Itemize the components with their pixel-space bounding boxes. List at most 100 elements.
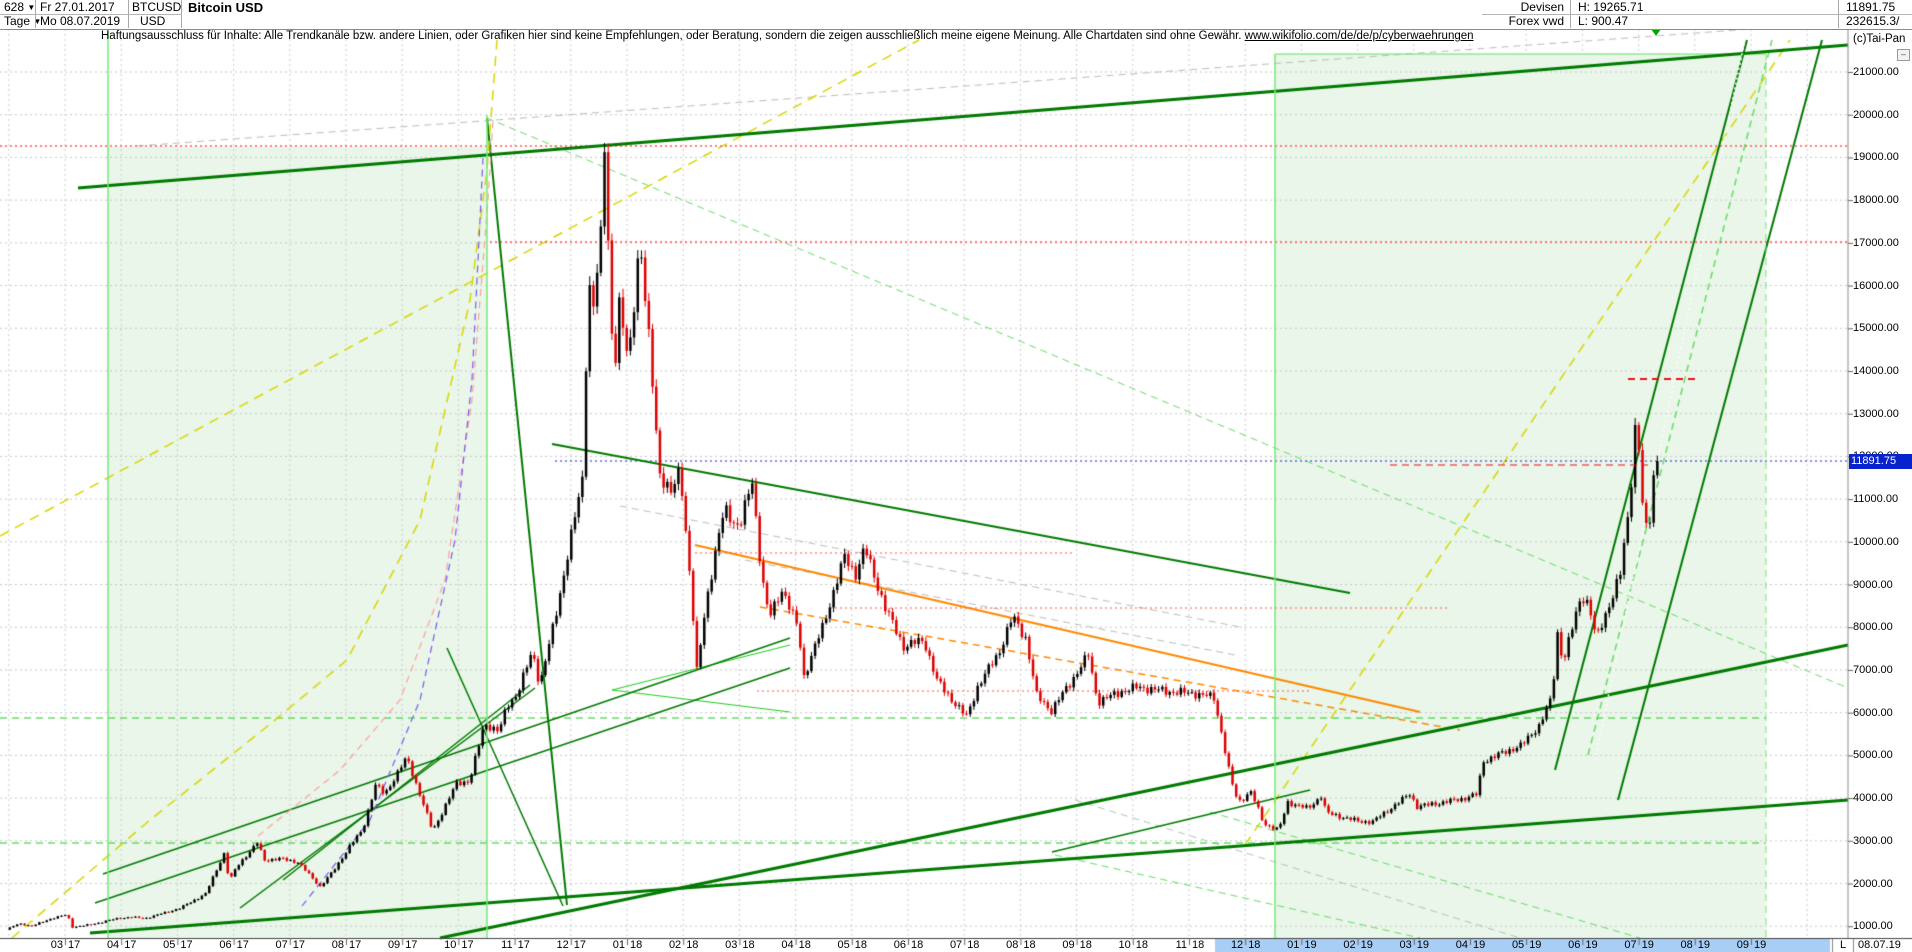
date-tick-month: 03 <box>725 939 738 951</box>
date-tick-year: 19 <box>1754 939 1767 951</box>
date-tick-year: 17 <box>180 939 193 951</box>
date-tick-year: 17 <box>573 939 587 951</box>
chevron-down-icon: ▼ <box>27 3 36 12</box>
period-dropdown[interactable]: Tage ▼ <box>4 14 41 29</box>
price-axis-label: 19000.00 <box>1853 151 1899 164</box>
date-tick-month: 12 <box>556 939 569 951</box>
date-tick-month: 03 <box>50 939 63 951</box>
instrument-title: Bitcoin USD <box>188 0 264 15</box>
price-axis-label: 7000.00 <box>1853 663 1893 676</box>
date-tick-month: 02 <box>1343 939 1356 951</box>
date-tick-month: 02 <box>668 939 682 951</box>
volume-value: 232615.3/ <box>1846 14 1900 28</box>
price-axis-label: 14000.00 <box>1853 364 1899 377</box>
date-tick-year: 19 <box>1360 939 1373 951</box>
date-tick-year: 18 <box>1079 939 1092 951</box>
date-tick-year: 18 <box>967 939 980 951</box>
date-tick-month: 11 <box>501 939 513 951</box>
last-date-label: 08.07.19 <box>1858 939 1901 951</box>
currency-label: USD <box>140 14 166 28</box>
date-tick-month: 05 <box>1511 939 1525 951</box>
date-tick-month: 06 <box>893 939 906 951</box>
last-bar-marker: L <box>1839 939 1847 951</box>
price-axis-label: 21000.00 <box>1853 66 1899 78</box>
date-tick-month: 08 <box>331 939 344 951</box>
date-tick-month: 01 <box>612 939 625 951</box>
date-tick-year: 17 <box>349 939 362 951</box>
symbol-label: BTCUSD <box>132 0 182 14</box>
period-value: Tage <box>4 14 31 28</box>
price-axis-label: 17000.00 <box>1853 236 1899 249</box>
date-tick-month: 09 <box>387 939 401 951</box>
header-divider <box>181 0 182 28</box>
last-price: 11891.75 <box>1846 0 1896 14</box>
date-tick-month: 05 <box>163 939 176 951</box>
date-tick-month: 05 <box>837 939 850 951</box>
date-tick-year: 18 <box>630 939 643 951</box>
header-row-divider <box>0 14 181 15</box>
copyright-label: (c)Tai-Pan <box>1853 33 1906 45</box>
date-tick-year: 17 <box>461 939 474 951</box>
feed-source: Forex vwd <box>1508 14 1564 28</box>
date-tick-month: 03 <box>1399 939 1412 951</box>
date-tick-month: 10 <box>1118 939 1131 951</box>
date-tick-month: 08 <box>1006 939 1019 951</box>
date-tick-year: 18 <box>1135 939 1149 951</box>
date-tick-year: 19 <box>1304 939 1317 951</box>
date-tick-month: 10 <box>444 939 457 951</box>
date-tick-year: 19 <box>1697 939 1711 951</box>
date-tick-year: 17 <box>292 939 306 951</box>
bars-count-value: 628 <box>4 0 25 14</box>
date-tick-month: 12 <box>1230 939 1244 951</box>
date-tick-year: 18 <box>742 939 755 951</box>
date-tick-month: 08 <box>1680 939 1693 951</box>
date-tick-month: 11 <box>1175 939 1187 951</box>
price-axis-label: 10000.00 <box>1853 535 1899 548</box>
date-tick-year: 18 <box>1192 939 1205 951</box>
date-tick-month: 06 <box>219 939 232 951</box>
price-axis-label: 18000.00 <box>1853 194 1899 207</box>
date-tick-year: 18 <box>854 939 868 951</box>
date-tick-month: 07 <box>275 939 288 951</box>
date-tick-year: 19 <box>1473 939 1486 951</box>
feed-category: Devisen <box>1520 0 1564 14</box>
date-tick-month: 07 <box>1624 939 1637 951</box>
date-tick-year: 17 <box>68 939 81 951</box>
date-tick-year: 18 <box>686 939 699 951</box>
date-tick-year: 18 <box>798 939 811 951</box>
date-tick-year: 19 <box>1529 939 1542 951</box>
price-axis-label: 6000.00 <box>1853 706 1893 719</box>
date-tick-month: 09 <box>1062 939 1075 951</box>
date-tick-year: 18 <box>1248 939 1261 951</box>
bars-count-dropdown[interactable]: 628 ▼ <box>4 0 35 15</box>
price-axis-label: 13000.00 <box>1853 407 1899 420</box>
price-axis-label: 5000.00 <box>1853 749 1893 762</box>
date-tick-year: 19 <box>1416 939 1430 951</box>
date-tick-month: 04 <box>781 939 794 951</box>
disclaimer-body: Haftungsausschluss für Inhalte: Alle Tre… <box>101 30 1245 42</box>
signal-down-triangle-icon <box>1651 29 1661 36</box>
price-axis-label: 9000.00 <box>1853 578 1893 591</box>
price-axis-label: 11000.00 <box>1853 493 1899 506</box>
date-tick-month: 09 <box>1736 939 1749 951</box>
period-high: H: 19265.71 <box>1578 0 1644 14</box>
date-tick-month: 06 <box>1568 939 1581 951</box>
header-row-divider <box>1482 14 1912 15</box>
chevron-down-icon: ▼ <box>33 17 42 26</box>
current-price-tag: 11891.75 <box>1849 454 1912 470</box>
date-tick-month: 01 <box>1287 939 1300 951</box>
date-tick-year: 18 <box>911 939 924 951</box>
date-tick-year: 19 <box>1641 939 1654 951</box>
price-axis-label: 15000.00 <box>1853 322 1899 335</box>
header-bar: 628 ▼ Tage ▼ Fr 27.01.2017 Mo 08.07.2019… <box>0 0 1912 30</box>
date-to: Mo 08.07.2019 <box>40 14 121 28</box>
disclaimer-link[interactable]: www.wikifolio.com/de/de/p/cyberwaehrunge… <box>1244 30 1474 42</box>
price-axis-label: 8000.00 <box>1853 621 1893 634</box>
date-tick-year: 18 <box>1023 939 1036 951</box>
date-tick-year: 17 <box>236 939 249 951</box>
date-tick-year: 17 <box>405 939 418 951</box>
disclaimer-text: Haftungsausschluss für Inhalte: Alle Tre… <box>101 30 1474 42</box>
period-low: L: 900.47 <box>1578 14 1629 28</box>
minimize-button[interactable]: – <box>1897 49 1910 61</box>
